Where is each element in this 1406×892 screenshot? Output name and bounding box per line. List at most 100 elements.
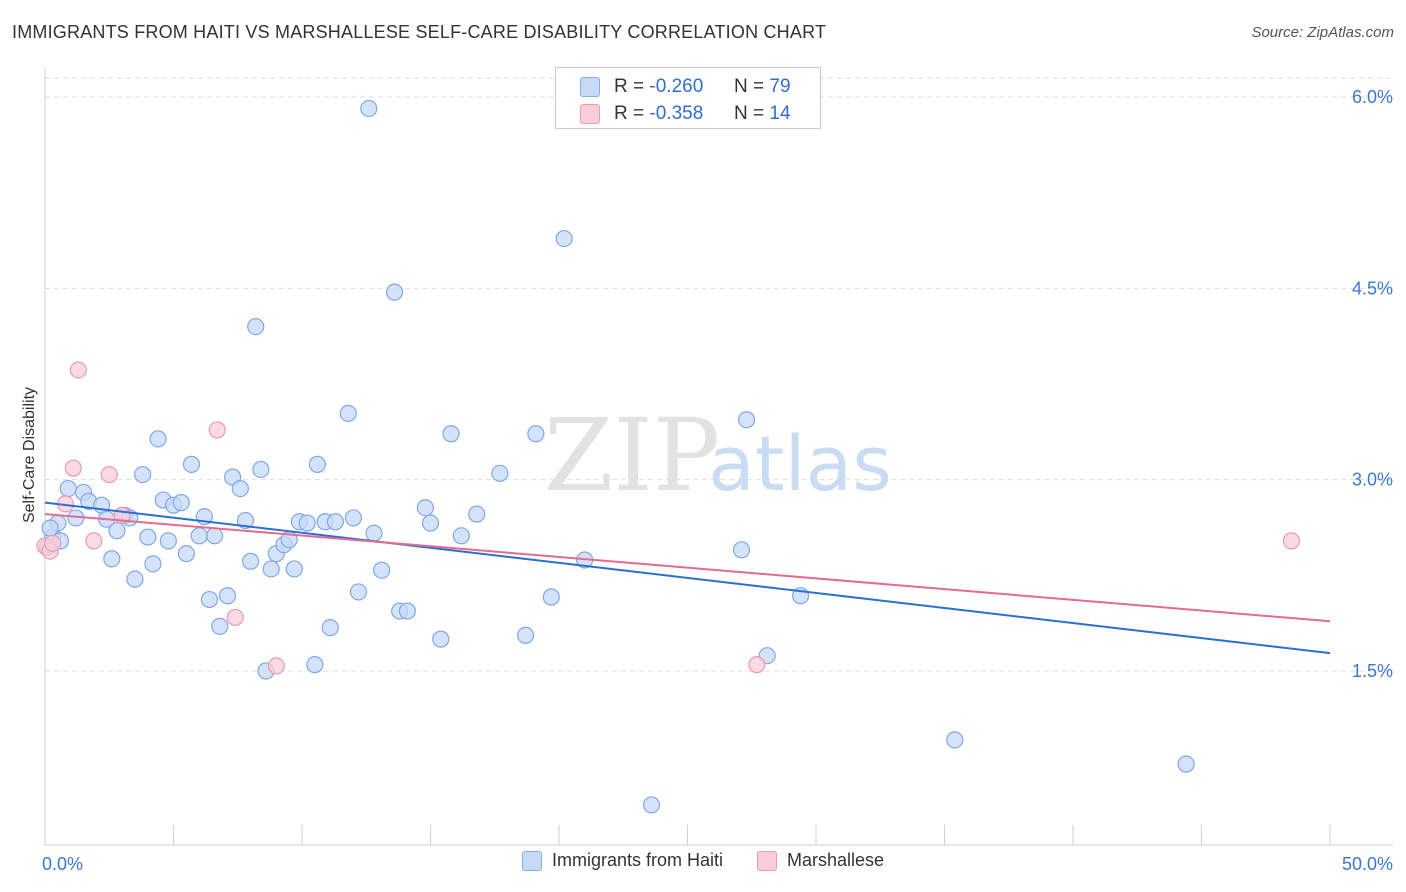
data-point [108,522,126,540]
stats-legend: R = -0.260 N = 79 R = -0.358 N = 14 [555,67,821,129]
trend-line-haiti [44,501,1331,655]
data-point [218,587,237,605]
tick-labels: 1.5% 3.0% 4.5% 6.0% 0.0% 50.0% [42,87,1393,874]
data-point [144,555,162,573]
data-point [373,561,391,579]
data-point [365,524,383,542]
data-point [100,465,118,484]
watermark-atlas: atlas [708,419,892,508]
stats-swatch-blue [580,77,600,97]
y-tick-label: 6.0% [1352,87,1393,107]
data-point [416,499,434,517]
n-value: 79 [769,76,791,97]
data-point [432,630,450,648]
data-point [321,619,339,637]
data-point [738,411,756,429]
data-point [1282,532,1301,550]
axes [44,68,1393,846]
data-point [308,455,327,473]
data-point [349,583,368,601]
data-point [85,532,103,550]
data-point [339,404,357,422]
y-tick-label: 3.0% [1352,470,1393,490]
marshallese-points [36,361,1301,675]
stats-swatch-pink [580,104,600,124]
data-point [134,465,152,484]
data-point [555,229,573,248]
data-point [200,590,219,609]
data-point [285,560,303,578]
legend-swatch-blue [521,850,542,871]
data-point [44,534,62,553]
data-point [206,527,224,545]
data-point [211,617,229,635]
data-point [149,430,167,448]
data-point [732,541,751,559]
legend-swatch-pink [756,850,777,871]
data-point [344,509,362,527]
data-point [748,656,766,674]
grid-lines [45,77,1390,672]
legend-label-marshallese: Marshallese [786,850,885,870]
legend-label-haiti: Immigrants from Haiti [551,850,723,870]
x-tick-label: 0.0% [42,854,83,874]
data-point [527,425,545,443]
stats-r-haiti: R = -0.260 [614,76,703,98]
chart-title: IMMIGRANTS FROM HAITI VS MARSHALLESE SEL… [12,22,827,42]
stats-n-haiti: N = 79 [734,76,791,98]
legend-item-haiti[interactable]: Immigrants from Haiti [521,850,723,871]
data-point [159,532,177,550]
data-point [69,361,88,379]
haiti-points [38,99,1195,814]
legend-item-marshallese[interactable]: Marshallese [756,850,885,871]
data-point [542,588,560,606]
data-point [385,283,404,301]
data-point [172,494,190,512]
r-value: -0.358 [649,103,704,124]
n-label: N = [734,76,765,97]
data-point [491,464,509,482]
data-point [1177,755,1195,773]
data-point [421,514,440,532]
data-point [946,731,964,749]
data-point [452,527,470,545]
r-value: -0.260 [649,76,704,97]
data-point [126,570,144,588]
n-value: 14 [769,103,791,124]
data-point [41,519,59,537]
data-point [642,796,661,814]
stats-r-marshallese: R = -0.358 [614,103,703,125]
data-point [262,560,280,578]
stats-n-marshallese: N = 14 [734,103,791,125]
data-point [139,528,157,546]
data-point [64,459,82,477]
data-point [306,656,324,674]
data-point [326,513,345,531]
data-point [236,511,255,530]
data-point [360,99,378,118]
r-label: R = [614,76,645,97]
data-point [252,460,270,479]
source-credit: Source: ZipAtlas.com [1251,24,1394,41]
data-point [442,425,460,443]
data-point [208,421,226,439]
data-point [298,514,316,532]
data-point [247,318,265,336]
data-point [190,527,208,545]
data-point [177,545,195,563]
x-tick-label: 50.0% [1342,854,1393,874]
data-point [226,608,244,627]
y-tick-label: 4.5% [1352,278,1393,298]
data-point [468,505,486,523]
data-point [59,479,77,498]
watermark-zip: ZIP [544,397,720,514]
data-point [267,657,285,675]
r-label: R = [614,103,645,124]
data-point [242,552,260,570]
zipatlas-watermark: ZIP atlas [544,397,892,514]
bottom-legend: Immigrants from Haiti Marshallese [0,850,1406,871]
n-label: N = [734,103,765,124]
trend-line-marshallese [44,513,1331,623]
data-point [182,455,201,473]
